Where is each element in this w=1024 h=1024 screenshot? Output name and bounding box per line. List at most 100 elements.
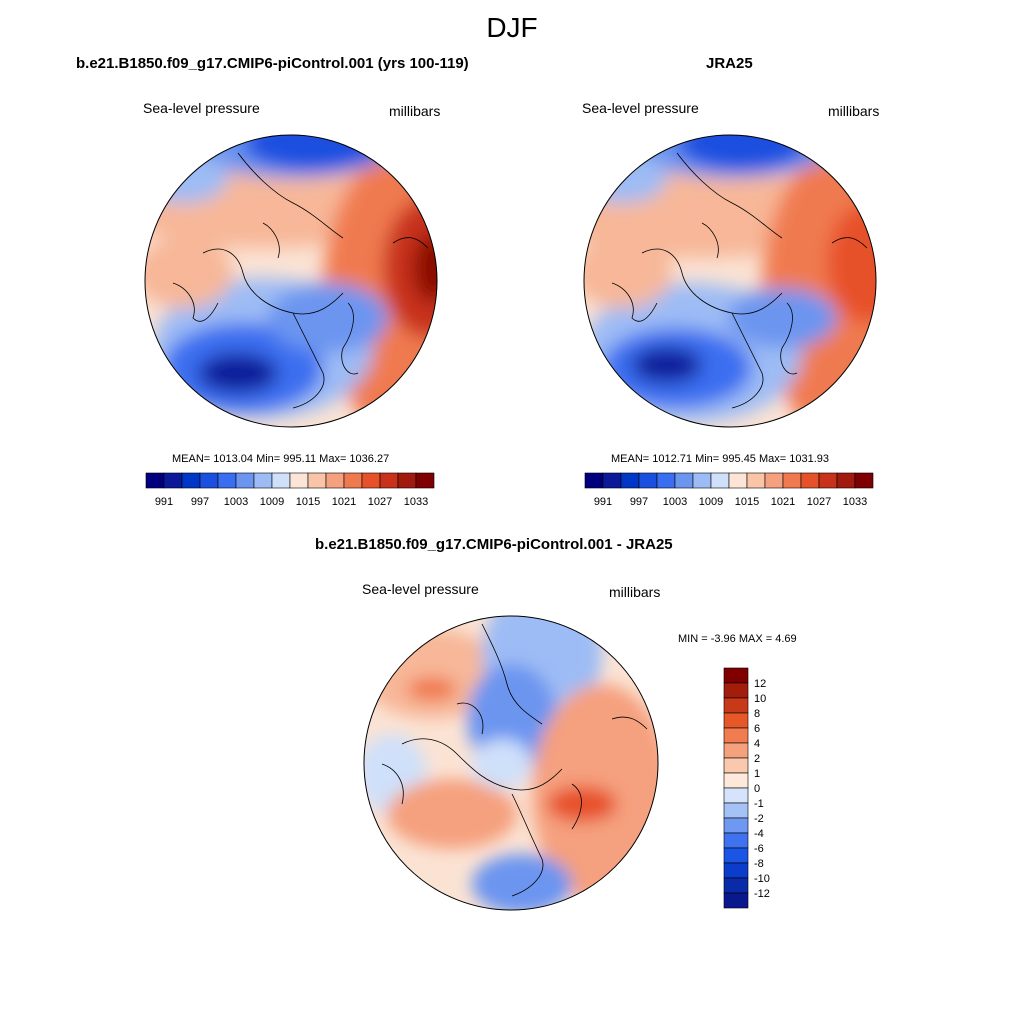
colorbar-tick-label: 1015 — [296, 496, 320, 508]
colorbar-swatch — [723, 697, 749, 714]
colorbar-tick-label: 0 — [754, 783, 760, 795]
diff-units-label: millibars — [609, 584, 661, 600]
colorbar-swatch — [620, 472, 640, 489]
figure-title: DJF — [486, 12, 538, 43]
colorbar-swatch — [199, 472, 219, 489]
left-polar-map — [144, 134, 438, 428]
colorbar-swatch — [397, 472, 417, 489]
colorbar-tick-label: 1003 — [663, 496, 687, 508]
colorbar-tick-label: 6 — [754, 723, 760, 735]
colorbar-swatch — [723, 682, 749, 699]
left-variable-label: Sea-level pressure — [143, 100, 260, 116]
map-border — [363, 615, 659, 911]
colorbar-swatch — [854, 472, 874, 489]
colorbar-swatch — [800, 472, 820, 489]
colorbar-swatch — [235, 472, 255, 489]
right-panel-title: JRA25 — [706, 55, 753, 72]
colorbar-tick-label: -12 — [754, 888, 770, 900]
right-colorbar: 991 997 1003 1009 1015 1021 1027 1033 — [584, 472, 874, 508]
left-units-label: millibars — [389, 103, 441, 119]
colorbar-tick-label: 1027 — [368, 496, 392, 508]
colorbar-tick-label: 1027 — [807, 496, 831, 508]
colorbar-tick-label: 991 — [594, 496, 612, 508]
colorbar-swatch — [638, 472, 658, 489]
left-colorbar: 991 997 1003 1009 1015 1021 1027 1033 — [145, 472, 435, 508]
diff-polar-map — [363, 615, 659, 911]
colorbar-swatch — [710, 472, 730, 489]
colorbar-swatch — [723, 832, 749, 849]
colorbar-tick-label: 1009 — [260, 496, 284, 508]
colorbar-tick-label: 997 — [630, 496, 648, 508]
colorbar-swatch — [723, 772, 749, 789]
colorbar-swatch — [723, 742, 749, 759]
colorbar-tick-label: -8 — [754, 858, 764, 870]
colorbar-tick-label: 1033 — [404, 496, 428, 508]
diff-stats: MIN = -3.96 MAX = 4.69 — [678, 633, 797, 645]
left-stats: MEAN= 1013.04 Min= 995.11 Max= 1036.27 — [172, 453, 390, 465]
colorbar-swatch — [723, 802, 749, 819]
diff-variable-label: Sea-level pressure — [362, 581, 479, 597]
colorbar-swatch — [325, 472, 345, 489]
colorbar-tick-label: -6 — [754, 843, 764, 855]
colorbar-tick-label: 10 — [754, 693, 766, 705]
right-coastlines — [611, 152, 868, 409]
colorbar-swatch — [289, 472, 309, 489]
colorbar-swatch — [307, 472, 327, 489]
colorbar-tick-label: -1 — [754, 798, 764, 810]
colorbar-swatch — [584, 472, 604, 489]
map-border — [144, 134, 438, 428]
colorbar-tick-label: -10 — [754, 873, 770, 885]
colorbar-tick-label: 4 — [754, 738, 760, 750]
colorbar-swatch — [723, 817, 749, 834]
colorbar-swatch — [723, 892, 749, 909]
colorbar-swatch — [674, 472, 694, 489]
colorbar-tick-label: 1021 — [771, 496, 795, 508]
colorbar-swatch — [723, 712, 749, 729]
colorbar-swatch — [656, 472, 676, 489]
colorbar-swatch — [723, 847, 749, 864]
colorbar-swatch — [361, 472, 381, 489]
colorbar-swatch — [723, 877, 749, 894]
colorbar-swatch — [723, 667, 749, 684]
left-panel-title: b.e21.B1850.f09_g17.CMIP6-piControl.001 … — [76, 55, 469, 72]
map-border — [583, 134, 877, 428]
colorbar-swatch — [723, 727, 749, 744]
colorbar-swatch — [379, 472, 399, 489]
colorbar-swatch — [163, 472, 183, 489]
colorbar-swatch — [271, 472, 291, 489]
colorbar-swatch — [692, 472, 712, 489]
colorbar-swatch — [723, 862, 749, 879]
colorbar-swatch — [415, 472, 435, 489]
colorbar-tick-label: 1003 — [224, 496, 248, 508]
colorbar-tick-label: 1033 — [843, 496, 867, 508]
colorbar-swatch — [782, 472, 802, 489]
right-stats: MEAN= 1012.71 Min= 995.45 Max= 1031.93 — [611, 453, 830, 465]
left-coastlines — [172, 152, 429, 409]
colorbar-tick-label: 1021 — [332, 496, 356, 508]
colorbar-tick-label: 991 — [155, 496, 173, 508]
colorbar-swatch — [764, 472, 784, 489]
colorbar-tick-label: -2 — [754, 813, 764, 825]
colorbar-tick-label: -4 — [754, 828, 764, 840]
diff-panel-title: b.e21.B1850.f09_g17.CMIP6-piControl.001 … — [315, 536, 673, 553]
colorbar-swatch — [746, 472, 766, 489]
colorbar-tick-label: 1009 — [699, 496, 723, 508]
colorbar-swatch — [253, 472, 273, 489]
colorbar-swatch — [181, 472, 201, 489]
right-polar-map — [583, 134, 877, 428]
colorbar-tick-label: 8 — [754, 708, 760, 720]
right-variable-label: Sea-level pressure — [582, 100, 699, 116]
colorbar-tick-label: 1015 — [735, 496, 759, 508]
diff-coastlines — [381, 623, 648, 897]
colorbar-tick-label: 2 — [754, 753, 760, 765]
colorbar-swatch — [728, 472, 748, 489]
colorbar-swatch — [723, 787, 749, 804]
colorbar-tick-label: 1 — [754, 768, 760, 780]
colorbar-swatch — [343, 472, 363, 489]
right-units-label: millibars — [828, 103, 880, 119]
colorbar-swatch — [836, 472, 856, 489]
colorbar-tick-label: 12 — [754, 678, 766, 690]
colorbar-tick-label: 997 — [191, 496, 209, 508]
colorbar-swatch — [818, 472, 838, 489]
